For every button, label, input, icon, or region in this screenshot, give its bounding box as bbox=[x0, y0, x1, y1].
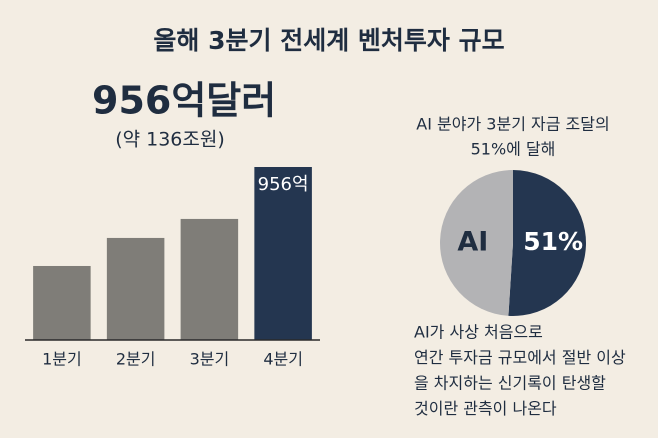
x-tick-label: 3분기 bbox=[190, 350, 230, 369]
note-line: 을 차지하는 신기록이 탄생할 bbox=[414, 374, 606, 393]
x-tick-label: 2분기 bbox=[116, 350, 156, 369]
bar bbox=[254, 167, 312, 340]
x-tick-label: 1분기 bbox=[42, 350, 82, 369]
slice-value-label: 51% bbox=[523, 227, 583, 256]
bar bbox=[180, 218, 239, 340]
slice-label: AI bbox=[457, 226, 488, 257]
note-line: AI가 사상 처음으로 bbox=[414, 323, 543, 342]
pie-slice bbox=[508, 170, 587, 316]
title: 올해 3분기 전세계 벤처투자 규모 bbox=[153, 26, 504, 55]
value-label: 956억 bbox=[258, 174, 309, 195]
pie-title: AI 분야가 3분기 자금 조달의 bbox=[416, 115, 609, 134]
pie-slice bbox=[440, 170, 513, 316]
x-tick-label: 4분기 bbox=[263, 350, 303, 369]
headline-amount: 956억달러 bbox=[92, 79, 276, 123]
bar bbox=[33, 265, 91, 340]
headline-note: (약 136조원) bbox=[115, 129, 225, 151]
note-line: 것이란 관측이 나온다 bbox=[414, 399, 557, 418]
pie-title: 51%에 달해 bbox=[471, 140, 556, 159]
note-line: 연간 투자금 규모에서 절반 이상 bbox=[414, 348, 626, 367]
bar bbox=[106, 237, 165, 340]
